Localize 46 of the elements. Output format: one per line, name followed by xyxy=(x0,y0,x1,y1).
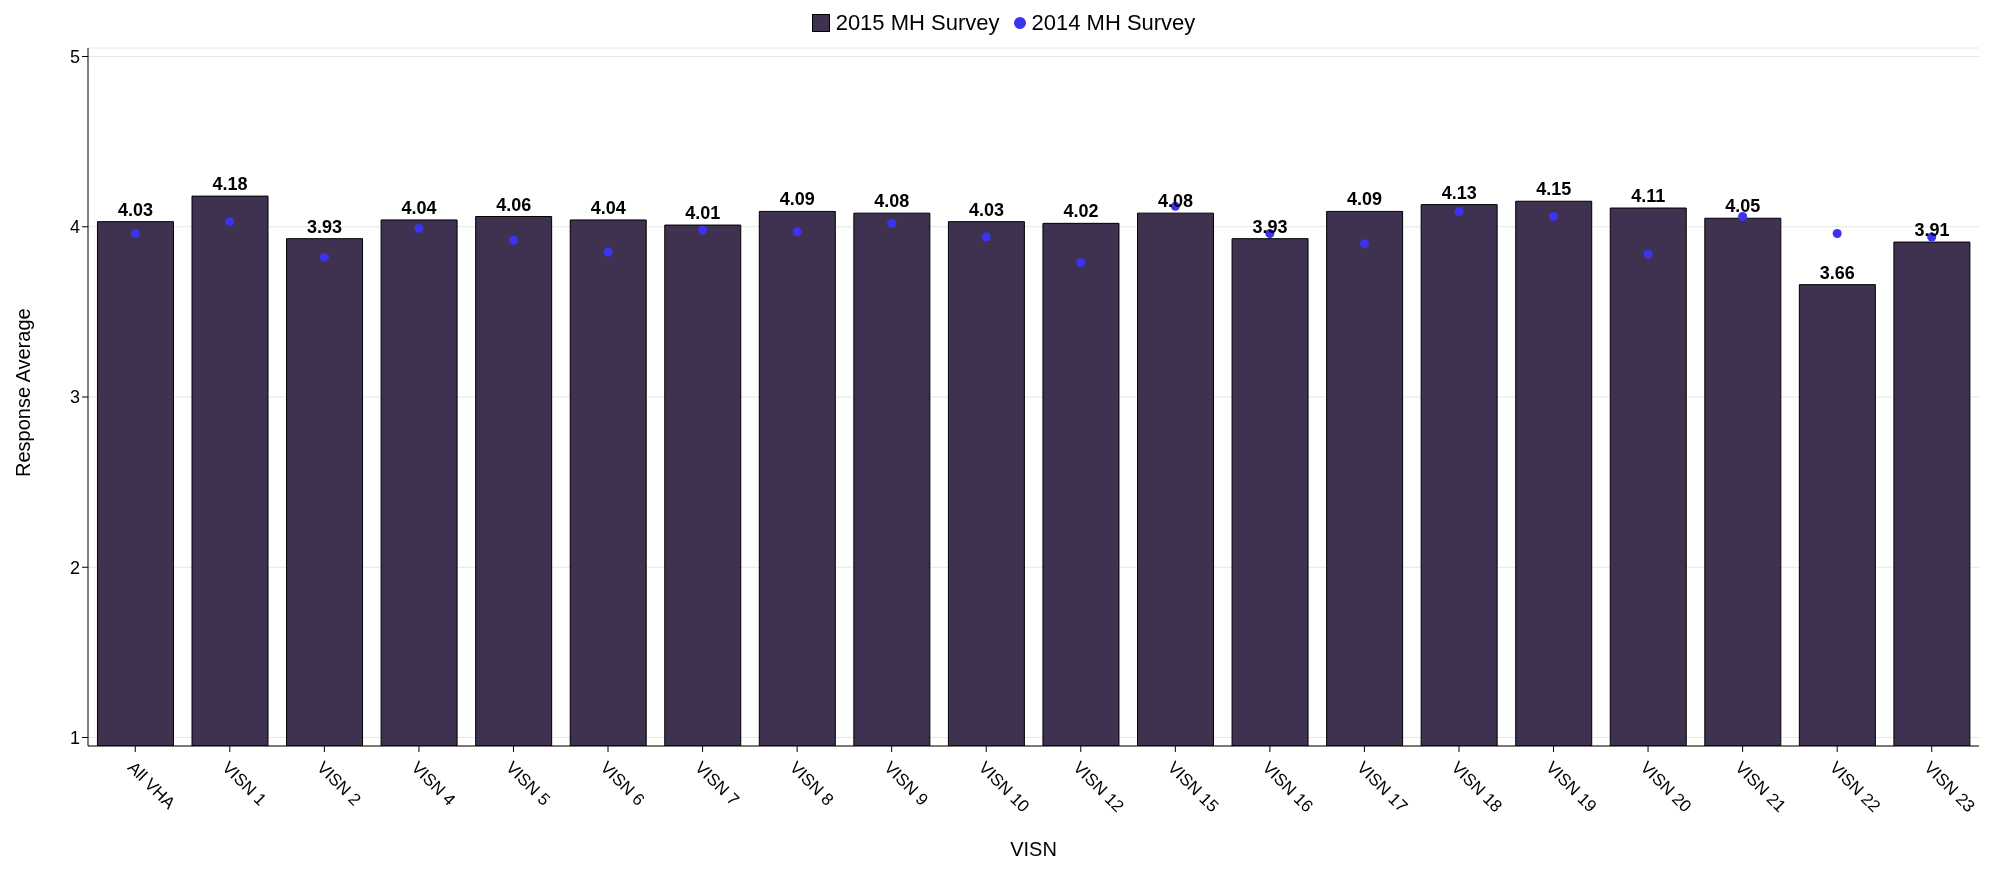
data-label: 4.05 xyxy=(1725,196,1761,217)
data-label: 3.66 xyxy=(1819,262,1855,283)
data-label: 4.03 xyxy=(117,199,153,220)
data-label: 4.09 xyxy=(779,189,815,210)
data-label: 3.93 xyxy=(1252,216,1288,237)
legend-label: 2014 MH Survey xyxy=(1031,10,1196,36)
data-label: 3.91 xyxy=(1914,220,1950,241)
point xyxy=(603,247,613,257)
data-label: 4.08 xyxy=(1157,191,1194,212)
data-label: 4.06 xyxy=(496,194,532,215)
x-axis-title: VISN xyxy=(1010,838,1057,860)
y-tick-label: 2 xyxy=(69,557,80,578)
data-label: 4.15 xyxy=(1536,179,1572,200)
data-label: 4.11 xyxy=(1631,186,1666,207)
point xyxy=(1738,212,1748,222)
data-label: 4.13 xyxy=(1441,182,1477,203)
point xyxy=(792,227,802,237)
data-label: 4.18 xyxy=(212,174,248,195)
data-label: 4.08 xyxy=(874,191,910,212)
data-label: 4.03 xyxy=(968,199,1004,220)
point xyxy=(319,252,329,262)
point xyxy=(414,223,424,233)
y-axis-title: Response Average xyxy=(12,308,35,477)
point xyxy=(1549,212,1559,222)
point xyxy=(1359,239,1369,249)
point xyxy=(1076,258,1086,268)
point xyxy=(1454,206,1464,216)
point xyxy=(887,218,897,228)
y-tick-label: 4 xyxy=(69,217,80,238)
legend-label: 2015 MH Survey xyxy=(835,10,1000,36)
data-label: 4.01 xyxy=(685,203,721,224)
y-tick-label: 1 xyxy=(69,727,80,748)
data-label: 4.09 xyxy=(1347,189,1383,210)
data-label: 3.93 xyxy=(307,216,343,237)
point xyxy=(1643,249,1653,259)
y-tick-label: 5 xyxy=(69,46,80,67)
point xyxy=(225,217,235,227)
point xyxy=(981,232,991,242)
point xyxy=(508,235,518,245)
data-label: 4.04 xyxy=(401,197,437,218)
point xyxy=(698,225,708,235)
data-label: 4.04 xyxy=(590,197,626,218)
y-tick-label: 3 xyxy=(69,387,80,408)
point xyxy=(1832,229,1842,239)
data-label: 4.02 xyxy=(1063,201,1099,222)
point xyxy=(130,229,140,239)
